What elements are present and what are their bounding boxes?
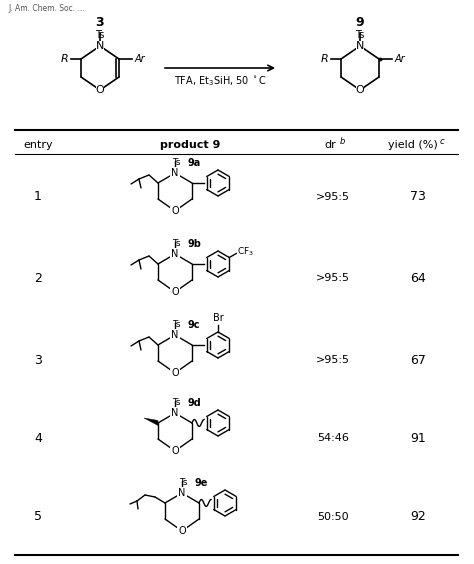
Text: N: N bbox=[171, 168, 179, 178]
Text: 9: 9 bbox=[356, 15, 365, 29]
Text: O: O bbox=[171, 368, 179, 378]
Text: b: b bbox=[340, 136, 346, 146]
Text: yield (%): yield (%) bbox=[388, 140, 438, 150]
Text: entry: entry bbox=[23, 140, 53, 150]
Text: CF$_3$: CF$_3$ bbox=[237, 245, 254, 258]
Text: 9e: 9e bbox=[195, 478, 209, 488]
Text: R: R bbox=[320, 54, 328, 64]
Text: R: R bbox=[60, 54, 68, 64]
Text: 73: 73 bbox=[410, 191, 426, 204]
Text: >95:5: >95:5 bbox=[316, 273, 350, 283]
Text: N: N bbox=[178, 488, 186, 498]
Text: c: c bbox=[440, 136, 445, 146]
Text: N: N bbox=[171, 330, 179, 340]
Text: product 9: product 9 bbox=[160, 140, 220, 150]
Text: 91: 91 bbox=[410, 431, 426, 444]
Text: >95:5: >95:5 bbox=[316, 355, 350, 365]
Text: 67: 67 bbox=[410, 354, 426, 367]
Text: N: N bbox=[96, 41, 104, 51]
Text: 5: 5 bbox=[34, 510, 42, 523]
Polygon shape bbox=[144, 418, 158, 425]
Text: >95:5: >95:5 bbox=[316, 192, 350, 202]
Text: N: N bbox=[356, 41, 364, 51]
Text: 3: 3 bbox=[96, 15, 104, 29]
Text: 54:46: 54:46 bbox=[317, 433, 349, 443]
Text: 3: 3 bbox=[34, 354, 42, 367]
Text: 9b: 9b bbox=[188, 239, 202, 249]
Text: 9a: 9a bbox=[188, 158, 201, 168]
Text: 9d: 9d bbox=[188, 398, 202, 408]
Text: Ts: Ts bbox=[172, 398, 181, 407]
Text: Ar: Ar bbox=[135, 54, 146, 64]
Text: O: O bbox=[96, 85, 104, 95]
Text: J. Am. Chem. Soc. ...: J. Am. Chem. Soc. ... bbox=[8, 4, 85, 13]
Text: N: N bbox=[171, 249, 179, 259]
Text: TFA, Et$_3$SiH, 50 $^\circ$C: TFA, Et$_3$SiH, 50 $^\circ$C bbox=[173, 74, 266, 88]
Text: dr: dr bbox=[324, 140, 336, 150]
Text: Ts: Ts bbox=[172, 239, 181, 248]
Text: Ts: Ts bbox=[356, 30, 365, 40]
Text: O: O bbox=[178, 526, 186, 536]
Text: Ts: Ts bbox=[179, 478, 188, 487]
Text: 50:50: 50:50 bbox=[317, 512, 349, 522]
Text: O: O bbox=[171, 446, 179, 456]
Text: 1: 1 bbox=[34, 191, 42, 204]
Text: 92: 92 bbox=[410, 510, 426, 523]
Text: 64: 64 bbox=[410, 271, 426, 284]
Text: O: O bbox=[171, 287, 179, 297]
Text: Ts: Ts bbox=[95, 30, 105, 40]
Text: O: O bbox=[171, 206, 179, 216]
Text: Ts: Ts bbox=[172, 320, 181, 329]
Text: Br: Br bbox=[213, 313, 223, 323]
Text: N: N bbox=[171, 408, 179, 418]
Text: Ts: Ts bbox=[172, 158, 181, 167]
Text: Ar: Ar bbox=[395, 54, 406, 64]
Text: 2: 2 bbox=[34, 271, 42, 284]
Text: O: O bbox=[356, 85, 365, 95]
Text: 4: 4 bbox=[34, 431, 42, 444]
Text: 9c: 9c bbox=[188, 320, 201, 330]
